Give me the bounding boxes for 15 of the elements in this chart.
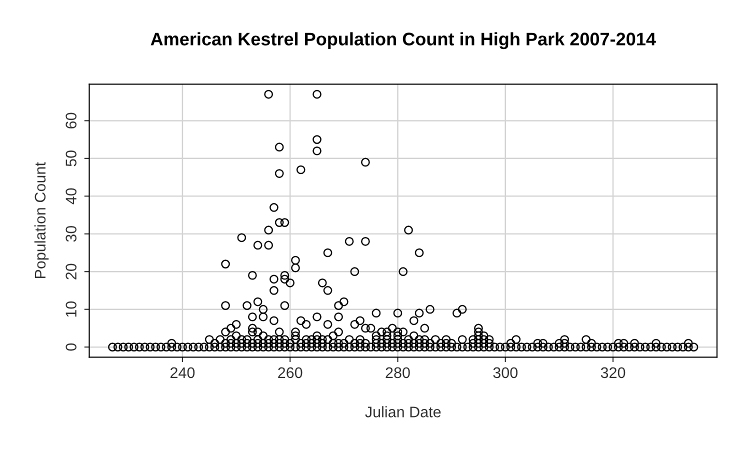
x-tick-label: 240	[170, 367, 195, 378]
x-tick-label: 300	[493, 367, 518, 378]
chart-title: American Kestrel Population Count in High Park 2007-2014	[150, 32, 656, 50]
x-tick-label: 320	[600, 367, 626, 378]
x-tick-label: 260	[278, 367, 302, 378]
y-tick-label: 20	[66, 264, 77, 280]
y-tick-label: 30	[66, 226, 77, 242]
y-axis-title: Population Count	[34, 162, 49, 278]
y-tick-label: 10	[66, 301, 77, 317]
y-tick-label: 60	[66, 112, 77, 128]
y-tick-label: 40	[66, 188, 77, 204]
x-tick-label: 280	[386, 367, 410, 378]
y-tick-label: 0	[66, 343, 77, 351]
x-axis-title: Julian Date	[365, 406, 441, 418]
y-tick-label: 50	[66, 150, 77, 166]
